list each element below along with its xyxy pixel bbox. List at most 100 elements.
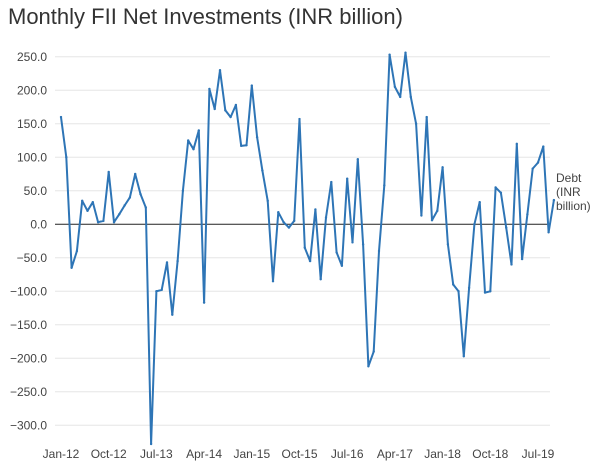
y-tick-label: −250.0 — [10, 385, 47, 399]
data-point — [377, 249, 381, 253]
data-point — [102, 219, 105, 223]
data-point — [526, 213, 529, 216]
data-point — [547, 231, 550, 234]
data-point — [171, 313, 174, 316]
data-point — [483, 291, 487, 294]
data-point — [367, 365, 370, 368]
data-point — [96, 221, 100, 224]
data-point — [197, 129, 200, 132]
data-point — [86, 209, 89, 213]
x-tick-label: Jul-19 — [522, 447, 555, 461]
series-line-debt — [60, 51, 555, 445]
data-point — [478, 200, 481, 204]
data-point — [91, 200, 95, 204]
data-point — [388, 53, 391, 56]
data-point — [287, 226, 291, 229]
data-point — [123, 204, 126, 207]
series-label: billion) — [556, 199, 591, 213]
y-tick-label: −200.0 — [10, 351, 47, 365]
data-point — [489, 290, 492, 293]
data-point — [229, 115, 232, 119]
y-tick-label: −150.0 — [10, 318, 47, 332]
data-point — [462, 355, 465, 358]
data-point — [319, 277, 322, 281]
data-point — [330, 180, 333, 184]
data-point — [181, 189, 185, 192]
data-point — [409, 95, 412, 99]
data-point — [536, 161, 540, 164]
y-tick-label: 50.0 — [24, 184, 48, 198]
data-point — [531, 167, 534, 170]
series-label: (INR — [556, 185, 581, 199]
data-point — [520, 257, 524, 261]
y-tick-label: 100.0 — [17, 150, 47, 164]
data-point — [473, 223, 476, 226]
data-point — [59, 115, 63, 119]
x-tick-label: Apr-14 — [186, 447, 222, 461]
data-point — [467, 286, 471, 290]
data-point — [399, 95, 402, 99]
data-point — [356, 158, 359, 161]
data-point — [552, 198, 556, 202]
data-point — [160, 288, 163, 292]
data-point — [499, 191, 503, 194]
data-point — [202, 301, 206, 304]
data-point — [165, 261, 169, 264]
data-point — [218, 68, 222, 72]
data-point — [224, 109, 227, 112]
data-point — [213, 107, 216, 111]
data-point — [515, 142, 518, 146]
data-point — [192, 148, 195, 151]
gridlines — [55, 56, 550, 426]
data-point — [298, 117, 301, 121]
data-point — [457, 290, 460, 293]
data-point — [240, 144, 243, 148]
data-point — [70, 266, 73, 269]
data-point — [361, 243, 365, 246]
data-point — [452, 283, 455, 286]
data-point — [372, 350, 375, 353]
data-point — [542, 145, 545, 148]
x-axis-tick-labels: Jan-12 Oct-12 Jul-13 Apr-14 Jan-15 Oct-15 Jul-… — [43, 447, 555, 461]
data-point — [383, 184, 386, 187]
data-point — [234, 103, 238, 107]
data-point — [393, 85, 397, 89]
data-point — [351, 241, 354, 244]
data-point — [112, 221, 116, 224]
data-point — [335, 251, 338, 254]
y-tick-label: 150.0 — [17, 117, 47, 131]
data-point — [282, 221, 285, 224]
x-tick-label: Jul-16 — [331, 447, 364, 461]
x-tick-label: Oct-12 — [91, 447, 127, 461]
y-tick-label: −50.0 — [17, 251, 48, 265]
x-tick-label: Apr-17 — [377, 447, 413, 461]
data-point — [187, 139, 190, 142]
y-tick-label: −300.0 — [10, 418, 47, 432]
data-point — [250, 84, 253, 87]
data-point — [128, 196, 132, 199]
data-point — [271, 280, 275, 283]
data-point — [441, 166, 444, 169]
series-layer — [59, 51, 556, 446]
data-point — [436, 209, 439, 213]
data-point — [430, 219, 434, 222]
data-point — [208, 87, 211, 91]
data-point — [134, 172, 137, 176]
data-point — [176, 259, 179, 263]
data-point — [340, 264, 344, 267]
data-point — [261, 169, 264, 172]
y-tick-label: 250.0 — [17, 50, 47, 64]
data-point — [144, 206, 147, 209]
data-point — [346, 177, 349, 180]
data-point — [324, 216, 328, 219]
x-tick-label: Jan-12 — [43, 447, 80, 461]
y-tick-label: 0.0 — [30, 217, 47, 231]
data-point — [505, 226, 508, 229]
data-point — [425, 115, 428, 119]
data-point — [155, 290, 158, 293]
x-tick-label: Jan-15 — [233, 447, 270, 461]
data-point — [446, 243, 450, 246]
data-point — [255, 135, 259, 139]
